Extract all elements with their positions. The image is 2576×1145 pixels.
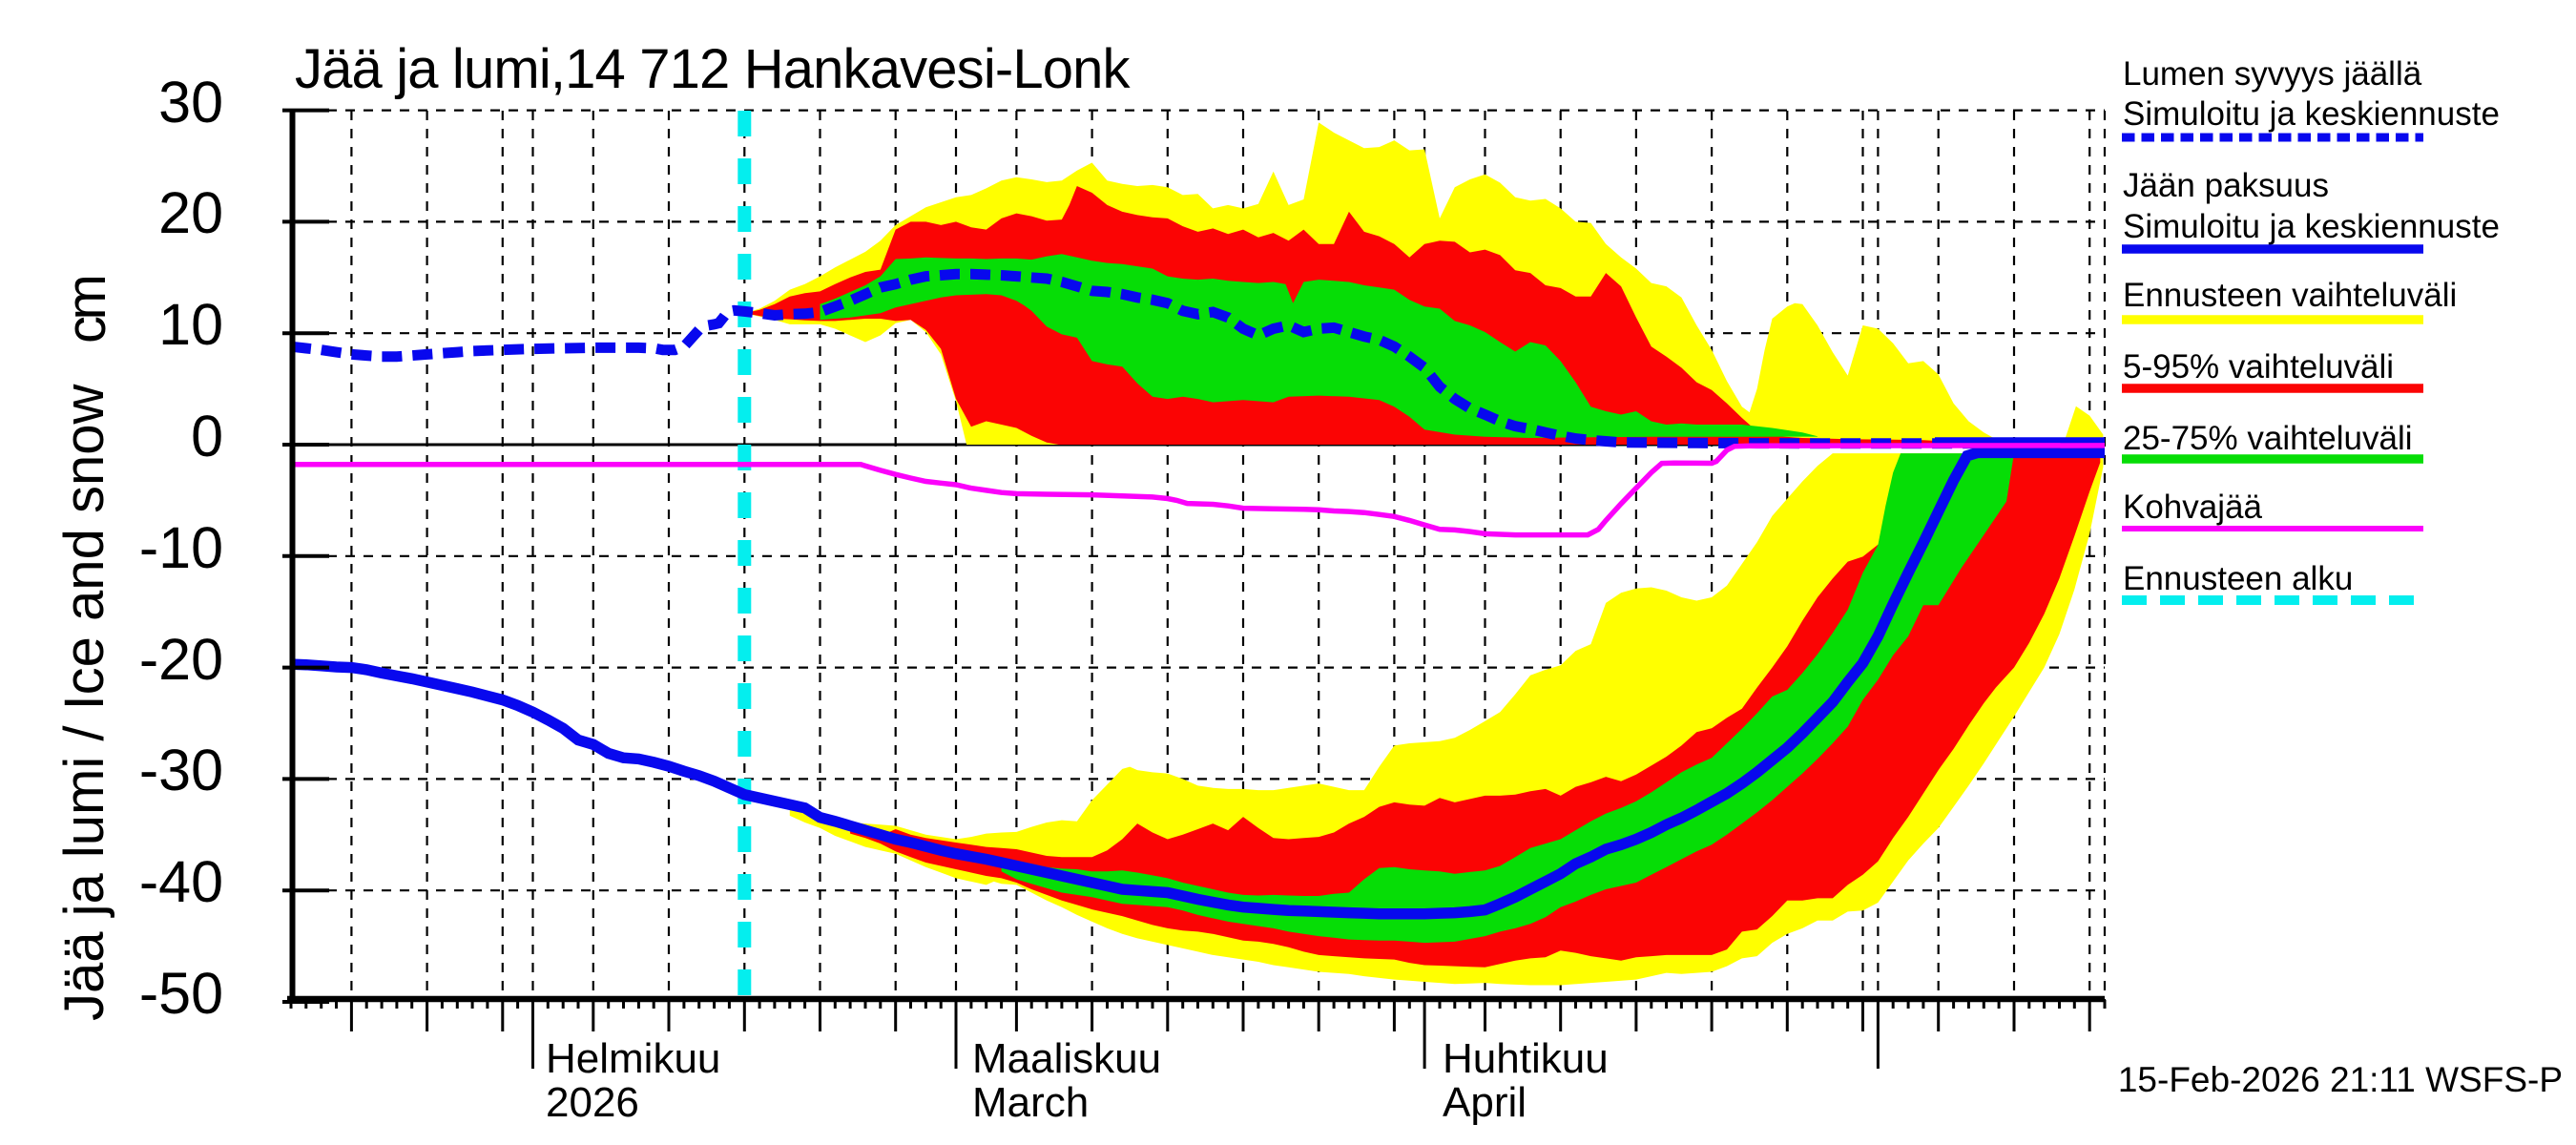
svg-text:20: 20	[158, 180, 223, 245]
svg-text:30: 30	[158, 70, 223, 135]
svg-text:Kohvajää: Kohvajää	[2123, 489, 2262, 526]
svg-text:Simuloitu ja keskiennuste: Simuloitu ja keskiennuste	[2123, 208, 2500, 245]
svg-text:Lumen syvyys jäällä: Lumen syvyys jäällä	[2123, 55, 2422, 93]
svg-text:25-75% vaihteluväli: 25-75% vaihteluväli	[2123, 420, 2413, 457]
svg-text:-40: -40	[139, 849, 223, 914]
svg-text:cm: cm	[55, 278, 117, 344]
svg-text:10: 10	[158, 292, 223, 357]
svg-text:Simuloitu ja keskiennuste: Simuloitu ja keskiennuste	[2123, 95, 2500, 133]
svg-text:0: 0	[191, 404, 223, 468]
svg-text:-30: -30	[139, 738, 223, 802]
svg-text:-50: -50	[139, 961, 223, 1026]
svg-text:Jään paksuus: Jään paksuus	[2123, 167, 2329, 204]
svg-text:Huhtikuu: Huhtikuu	[1443, 1035, 1609, 1082]
svg-text:April: April	[1443, 1079, 1527, 1126]
svg-text:Ennusteen alku: Ennusteen alku	[2123, 560, 2353, 597]
svg-text:2026: 2026	[546, 1079, 639, 1126]
svg-text:Jää ja lumi / Ice and snow: Jää ja lumi / Ice and snow	[53, 384, 115, 1021]
svg-text:15-Feb-2026 21:11 WSFS-P: 15-Feb-2026 21:11 WSFS-P	[2118, 1060, 2563, 1099]
svg-text:-20: -20	[139, 627, 223, 692]
svg-text:Ennusteen vaihteluväli: Ennusteen vaihteluväli	[2123, 277, 2457, 314]
svg-text:Jää ja lumi,14 712 Hankavesi-L: Jää ja lumi,14 712 Hankavesi-Lonk	[295, 38, 1132, 100]
svg-text:Helmikuu: Helmikuu	[546, 1035, 720, 1082]
svg-text:-10: -10	[139, 515, 223, 580]
svg-text:March: March	[972, 1079, 1089, 1126]
svg-text:Maaliskuu: Maaliskuu	[972, 1035, 1161, 1082]
svg-text:5-95% vaihteluväli: 5-95% vaihteluväli	[2123, 348, 2394, 385]
